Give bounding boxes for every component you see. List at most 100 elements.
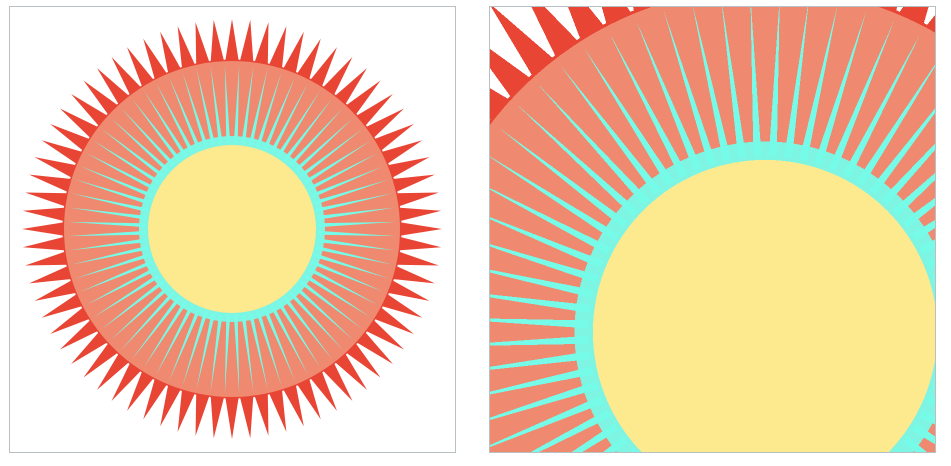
inner-spike [196, 312, 216, 390]
full-view-canvas [9, 6, 456, 453]
outer-spike [71, 331, 108, 364]
inner-spike [310, 166, 384, 198]
outer-spike [160, 384, 181, 427]
inner-spike [143, 90, 188, 158]
inner-spike [490, 244, 599, 283]
outer-spike [268, 389, 287, 432]
outer-spike [177, 26, 196, 69]
inner-spike [263, 307, 295, 381]
outer-spike [387, 280, 430, 301]
outer-spike [392, 265, 435, 284]
inner-spike [722, 7, 747, 158]
inner-spike [299, 279, 363, 329]
inner-spike [828, 21, 894, 171]
inner-spike [111, 118, 170, 173]
inner-spike [269, 304, 308, 375]
outer-spike [127, 47, 154, 87]
inner-spike [530, 409, 611, 452]
inner-spike [490, 269, 594, 298]
outer-spike [225, 396, 239, 439]
outer-spike [143, 38, 168, 80]
inner-spike [224, 65, 231, 144]
outer-spike [59, 108, 99, 139]
outer-spike [334, 353, 367, 390]
outer-spike [22, 236, 66, 251]
inner-spike [80, 260, 154, 292]
inner-spike [276, 90, 321, 158]
inner-spike [490, 395, 604, 448]
inner-spike [315, 245, 393, 265]
outer-spike [398, 207, 442, 222]
outer-spike [387, 157, 430, 178]
outer-spike [381, 293, 423, 318]
zoomed-view-canvas [489, 6, 936, 453]
inner-spike [517, 104, 638, 216]
outer-spike [399, 222, 442, 236]
outer-spike [356, 331, 393, 364]
inner-spike [101, 279, 165, 329]
inner-spike [282, 296, 332, 360]
inner-spike [692, 7, 731, 161]
outer-spike [111, 56, 142, 96]
inner-spike [68, 230, 147, 237]
outer-spike [210, 395, 225, 439]
outer-spike [22, 207, 66, 222]
outer-spike [210, 19, 225, 63]
outer-spike [254, 22, 269, 65]
outer-spike [322, 56, 353, 96]
inner-spike [132, 98, 182, 162]
outer-spike [392, 174, 435, 193]
inner-spike [241, 66, 254, 145]
outer-spike [22, 222, 65, 236]
outer-spike [310, 47, 337, 87]
inner-spike [869, 108, 935, 195]
inner-spike [93, 140, 161, 185]
inner-spike [196, 68, 216, 146]
inner-spike [241, 313, 254, 392]
zoom-transform [490, 7, 935, 452]
inner-spike [313, 179, 389, 206]
yellow-core [148, 145, 316, 313]
outer-spike [296, 378, 321, 420]
outer-spike [29, 174, 72, 193]
outer-spike [396, 251, 439, 266]
inner-spike [121, 108, 176, 167]
outer-spike [491, 7, 555, 78]
inner-spike [71, 193, 149, 213]
inner-spike [490, 217, 604, 269]
outer-spike [345, 80, 381, 116]
outer-spike [25, 251, 68, 266]
inner-spike [316, 207, 395, 220]
inner-spike [233, 65, 240, 144]
outer-spike [59, 319, 99, 350]
inner-spike [75, 252, 151, 279]
inner-spike [269, 83, 308, 154]
inner-spike [282, 98, 332, 162]
inner-spike [584, 48, 674, 186]
zoom-content [490, 7, 935, 452]
outer-spike [398, 236, 442, 251]
inner-spike [881, 143, 935, 205]
outer-spike [381, 140, 423, 165]
inner-spike [537, 84, 649, 205]
inner-spike [75, 179, 151, 206]
outer-spike [239, 395, 254, 439]
inner-spike [303, 140, 371, 185]
outer-spike [97, 68, 130, 105]
inner-spike [101, 129, 165, 179]
outer-spike [254, 393, 269, 436]
inner-spike [71, 245, 149, 265]
inner-spike [307, 153, 378, 192]
inner-spike [299, 129, 363, 179]
outer-spike [365, 319, 405, 350]
outer-spike [345, 342, 381, 378]
outer-spike [334, 68, 367, 105]
outer-spike [374, 124, 414, 151]
inner-spike [490, 381, 599, 421]
inner-spike [490, 335, 590, 346]
inner-spike [814, 11, 867, 166]
inner-spike [224, 314, 231, 393]
outer-spike [531, 7, 580, 59]
inner-spike [560, 65, 661, 195]
inner-spike [303, 273, 371, 318]
